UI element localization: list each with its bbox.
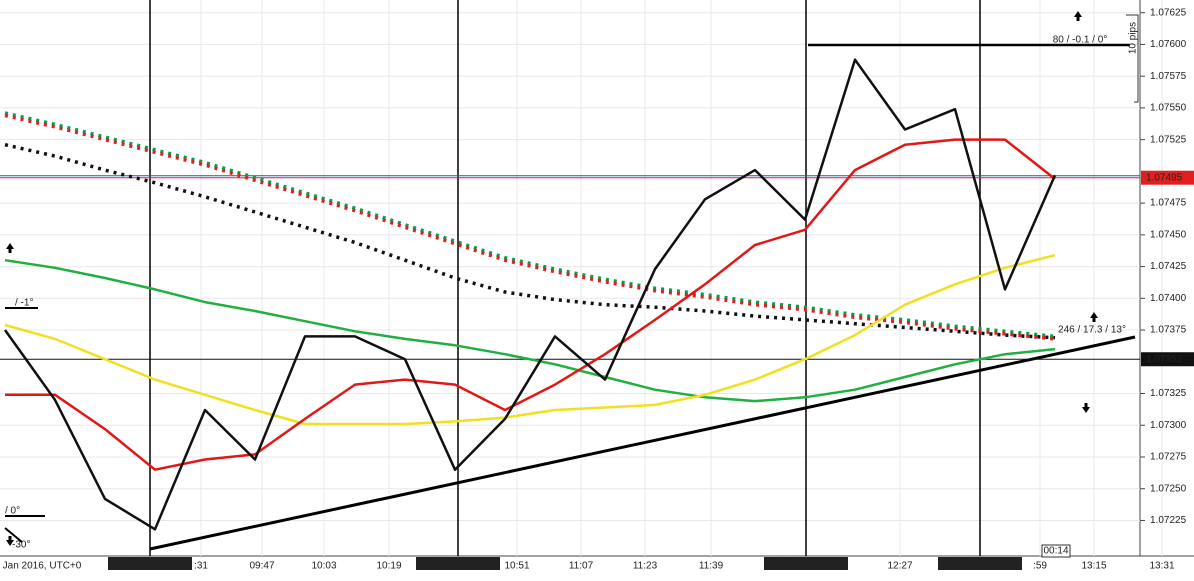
- timer-box: [1041, 544, 1071, 558]
- x-tick-label: 10:51: [504, 561, 529, 572]
- x-tick-label: 13:15: [1081, 561, 1106, 572]
- arrow: [1074, 11, 1082, 21]
- marker-label: 06/01/2016 10:39: [419, 559, 497, 570]
- y-tick-label: 1.07250: [1150, 483, 1187, 494]
- x-tick-label: 10:03: [311, 561, 336, 572]
- marker-label: 06/01/2016 12:50: [941, 559, 1019, 570]
- price-tag-label: 1.07495: [1146, 172, 1183, 183]
- angle-line: [4, 527, 23, 543]
- x-tick-label: 12:27: [887, 561, 912, 572]
- x-tick-label: 13:31: [1149, 561, 1174, 572]
- series-line: [4, 111, 1056, 339]
- annotation: 10 pips: [1128, 22, 1139, 54]
- price-tag: [1141, 170, 1194, 185]
- y-tick-label: 1.07325: [1150, 388, 1187, 399]
- x-tick-label: 09:47: [249, 561, 274, 572]
- price-tag-label: 1.07352: [1146, 354, 1183, 365]
- annotation: / -1°: [15, 298, 33, 309]
- x-tick-label: 11:39: [699, 561, 724, 572]
- arrow: [6, 243, 14, 253]
- y-tick-label: 1.07600: [1150, 39, 1187, 50]
- pips-bracket: [1126, 14, 1139, 103]
- annotation: 246 / 17.3 / 13°: [1058, 325, 1126, 336]
- price-tag: [1141, 352, 1194, 367]
- x-tick-label: Jan 2016, UTC+0: [3, 561, 82, 572]
- arrow: [1082, 403, 1090, 413]
- y-tick-label: 1.07375: [1150, 325, 1187, 336]
- x-tick-label: :59: [1033, 561, 1047, 572]
- series-line: [3, 58, 1057, 531]
- series-line: [4, 113, 1056, 341]
- trend-line: [149, 335, 1136, 551]
- y-tick-label: 1.07525: [1150, 134, 1187, 145]
- y-tick-label: 1.07625: [1150, 7, 1187, 18]
- marker-label: 06/01/2016 12:06: [767, 559, 845, 570]
- series-line: [4, 142, 1056, 340]
- y-tick-label: 1.07425: [1150, 261, 1187, 272]
- annotation: -30°: [12, 540, 30, 551]
- x-tick-label: :31: [194, 561, 208, 572]
- y-tick-label: 1.07300: [1150, 420, 1187, 431]
- arrow: [1090, 312, 1098, 322]
- y-tick-label: 1.07275: [1150, 452, 1187, 463]
- marker-box: [764, 557, 848, 570]
- y-tick-label: 1.07575: [1150, 71, 1187, 82]
- series-line: [4, 253, 1056, 426]
- annotation: / 0°: [5, 506, 20, 517]
- y-tick-label: 1.07475: [1150, 198, 1187, 209]
- series-line: [5, 138, 1056, 471]
- y-tick-label: 1.07550: [1150, 103, 1187, 114]
- series-line: [4, 258, 1056, 403]
- x-tick-label: 10:19: [376, 561, 401, 572]
- y-tick-label: 1.07450: [1150, 229, 1187, 240]
- marker-box: [938, 557, 1022, 570]
- arrow: [6, 536, 14, 546]
- x-tick-label: 11:23: [633, 561, 658, 572]
- x-tick-label: 11:07: [569, 561, 594, 572]
- y-tick-label: 1.07225: [1150, 515, 1187, 526]
- marker-label: 06/01/2016 09:22: [111, 559, 189, 570]
- marker-box: [108, 557, 192, 570]
- y-tick-label: 1.07400: [1150, 293, 1187, 304]
- marker-box: [416, 557, 500, 570]
- annotation: 00:14: [1043, 546, 1068, 557]
- annotation: 80 / -0.1 / 0°: [1053, 35, 1108, 46]
